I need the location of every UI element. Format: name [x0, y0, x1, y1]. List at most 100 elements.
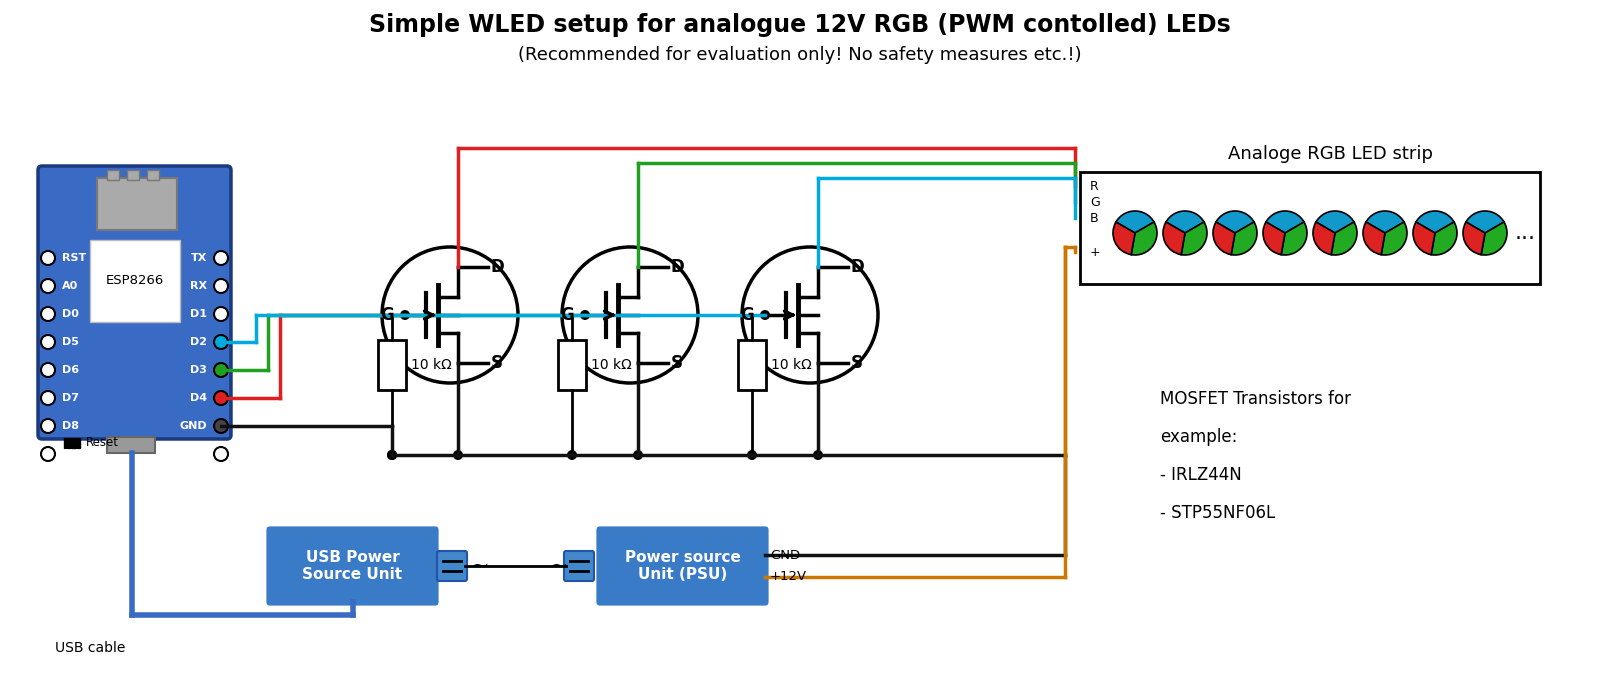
Wedge shape: [1315, 211, 1354, 233]
Text: ESP8266: ESP8266: [106, 274, 165, 288]
Wedge shape: [1115, 211, 1154, 233]
Text: USB cable: USB cable: [54, 641, 125, 655]
Circle shape: [42, 307, 54, 321]
Text: 10 kΩ: 10 kΩ: [771, 358, 811, 372]
Text: GND: GND: [179, 421, 206, 431]
FancyBboxPatch shape: [595, 525, 770, 607]
Bar: [90, 240, 179, 322]
FancyBboxPatch shape: [563, 551, 594, 581]
FancyBboxPatch shape: [266, 525, 440, 607]
Wedge shape: [1314, 222, 1334, 254]
Wedge shape: [1230, 222, 1258, 255]
Text: - IRLZ44N: - IRLZ44N: [1160, 466, 1242, 484]
Bar: [107, 170, 118, 180]
Wedge shape: [1216, 211, 1254, 233]
Wedge shape: [1213, 222, 1235, 254]
Wedge shape: [1366, 211, 1405, 233]
Text: USB Power
Source Unit: USB Power Source Unit: [302, 550, 403, 582]
Circle shape: [387, 450, 397, 460]
Wedge shape: [1466, 211, 1504, 233]
Text: example:: example:: [1160, 428, 1237, 446]
Bar: [98, 178, 178, 230]
Circle shape: [634, 450, 643, 460]
Text: RST: RST: [62, 253, 86, 263]
Circle shape: [400, 310, 410, 320]
Bar: [1080, 172, 1539, 284]
Text: G: G: [739, 306, 754, 324]
Text: Simple WLED setup for analogue 12V RGB (PWM contolled) LEDs: Simple WLED setup for analogue 12V RGB (…: [370, 13, 1230, 37]
Text: R: R: [1090, 179, 1099, 193]
Bar: [147, 170, 158, 180]
Text: D7: D7: [62, 393, 78, 403]
Text: D: D: [670, 258, 685, 276]
Wedge shape: [1416, 211, 1454, 233]
Text: Power source
Unit (PSU): Power source Unit (PSU): [624, 550, 741, 582]
Circle shape: [566, 450, 578, 460]
Wedge shape: [1430, 222, 1458, 255]
Text: 10 kΩ: 10 kΩ: [590, 358, 632, 372]
Text: D1: D1: [190, 309, 206, 319]
Circle shape: [214, 251, 229, 265]
Text: ~: ~: [470, 556, 490, 576]
Circle shape: [453, 450, 462, 460]
Text: D0: D0: [62, 309, 78, 319]
Circle shape: [742, 247, 878, 383]
Text: - STP55NF06L: - STP55NF06L: [1160, 504, 1275, 522]
Bar: [64, 438, 80, 448]
Circle shape: [42, 447, 54, 461]
Circle shape: [214, 419, 229, 433]
Wedge shape: [1266, 211, 1304, 233]
Circle shape: [562, 247, 698, 383]
Text: D8: D8: [62, 421, 78, 431]
Text: B: B: [1090, 211, 1099, 225]
Circle shape: [42, 279, 54, 293]
Circle shape: [382, 247, 518, 383]
Wedge shape: [1181, 222, 1206, 255]
Wedge shape: [1331, 222, 1357, 255]
Circle shape: [42, 419, 54, 433]
Circle shape: [42, 391, 54, 405]
Circle shape: [214, 307, 229, 321]
Text: TX: TX: [190, 253, 206, 263]
Text: 10 kΩ: 10 kΩ: [411, 358, 451, 372]
Bar: [738, 340, 766, 390]
Wedge shape: [1262, 222, 1285, 254]
Wedge shape: [1462, 222, 1485, 254]
Text: D4: D4: [190, 393, 206, 403]
Wedge shape: [1381, 222, 1406, 255]
Text: S: S: [491, 354, 502, 372]
Text: D6: D6: [62, 365, 78, 375]
Text: Reset: Reset: [86, 437, 118, 450]
Wedge shape: [1282, 222, 1307, 255]
Text: D2: D2: [190, 337, 206, 347]
Circle shape: [214, 363, 229, 377]
Circle shape: [813, 450, 822, 460]
Circle shape: [214, 447, 229, 461]
Text: S: S: [851, 354, 862, 372]
Text: D3: D3: [190, 365, 206, 375]
Wedge shape: [1163, 222, 1186, 254]
Text: GND: GND: [770, 549, 800, 562]
Circle shape: [214, 391, 229, 405]
Circle shape: [579, 310, 590, 320]
Text: MOSFET Transistors for: MOSFET Transistors for: [1160, 390, 1350, 408]
Text: G: G: [560, 306, 574, 324]
Text: G: G: [381, 306, 394, 324]
Text: Analoge RGB LED strip: Analoge RGB LED strip: [1227, 145, 1432, 163]
Wedge shape: [1413, 222, 1435, 254]
Text: D5: D5: [62, 337, 78, 347]
Text: ...: ...: [1515, 223, 1536, 243]
Wedge shape: [1363, 222, 1386, 254]
Text: S: S: [670, 354, 683, 372]
Wedge shape: [1114, 222, 1134, 254]
Text: ~: ~: [550, 556, 568, 576]
Text: +: +: [1090, 245, 1101, 258]
Text: D: D: [491, 258, 504, 276]
Wedge shape: [1131, 222, 1157, 255]
Wedge shape: [1166, 211, 1205, 233]
Bar: [558, 340, 586, 390]
Circle shape: [387, 450, 397, 460]
Text: A0: A0: [62, 281, 78, 291]
Circle shape: [42, 335, 54, 349]
Bar: [107, 437, 155, 453]
